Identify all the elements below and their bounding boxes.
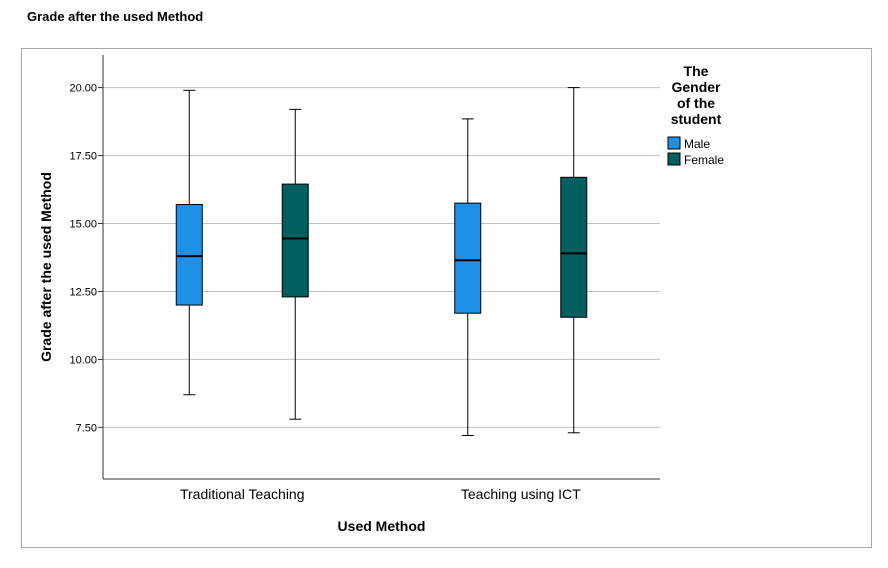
x-category-label: Traditional Teaching <box>180 486 305 502</box>
y-tick-label: 17.50 <box>69 151 97 163</box>
x-axis-title: Used Method <box>338 518 426 534</box>
chart-frame: 7.50 10.00 12.50 15.00 17.50 20.00 Traditional… <box>21 48 872 548</box>
box-female <box>560 87 588 434</box>
box-iqr <box>454 202 482 314</box>
legend-title-line: student <box>671 111 722 127</box>
boxes <box>175 87 588 437</box>
boxplot-chart: 7.50 10.00 12.50 15.00 17.50 20.00 Traditional… <box>38 55 724 534</box>
legend-title-line: Gender <box>671 79 721 95</box>
box-male <box>454 118 482 437</box>
box-female <box>281 108 309 420</box>
box-iqr <box>175 203 203 306</box>
box-iqr <box>560 176 588 318</box>
x-category-label: Teaching using ICT <box>461 486 581 502</box>
legend-label-female: Female <box>684 153 724 167</box>
legend-swatch-male <box>667 136 681 150</box>
legend-title-line: The <box>684 63 709 79</box>
y-axis-title: Grade after the used Method <box>38 172 54 362</box>
y-tick-label: 20.00 <box>69 83 97 95</box>
legend-title-line: of the <box>677 95 715 111</box>
y-tick-label: 7.50 <box>76 422 97 434</box>
page-title: Grade after the used Method <box>27 9 204 24</box>
legend-swatch-female <box>667 152 681 166</box>
axes <box>98 55 660 480</box>
legend-label-male: Male <box>684 137 710 151</box>
y-tick-label: 12.50 <box>69 286 97 298</box>
y-tick-label: 10.00 <box>69 354 97 366</box>
y-tick-label: 15.00 <box>69 219 97 231</box>
labels: 7.50 10.00 12.50 15.00 17.50 20.00 Traditional… <box>38 83 581 534</box>
box-male <box>175 89 203 396</box>
box-iqr <box>281 183 309 298</box>
